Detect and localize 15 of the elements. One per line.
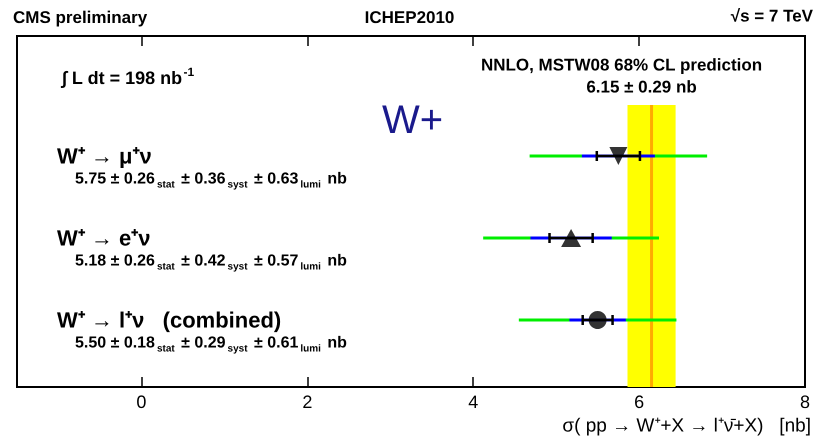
y-tick-label: W⁺ → e⁺ν: [57, 226, 150, 250]
annotation: W+: [382, 98, 444, 142]
y-tick-label: W⁺ → l⁺ν (combined): [57, 308, 282, 332]
x-tick-label: 8: [800, 392, 810, 412]
x-tick-label: 0: [136, 392, 146, 412]
text: √s = 7 TeV: [730, 6, 814, 26]
ref-line-label: 6.15 ± 0.29 nb: [586, 78, 697, 96]
chart-subtitle: ICHEP2010: [364, 8, 454, 27]
x-tick-label: 6: [634, 392, 644, 412]
chart-title: CMS preliminary: [13, 8, 148, 27]
x-axis-title: σ( pp → W⁺+X → l⁺ν̄+X) [nb]: [562, 416, 811, 436]
x-tick-label: 2: [302, 392, 312, 412]
band-label: NNLO, MSTW08 68% CL prediction: [480, 56, 762, 74]
x-tick-label: 4: [468, 392, 478, 412]
y-tick-label: W⁺ → μ⁺ν: [57, 144, 152, 168]
